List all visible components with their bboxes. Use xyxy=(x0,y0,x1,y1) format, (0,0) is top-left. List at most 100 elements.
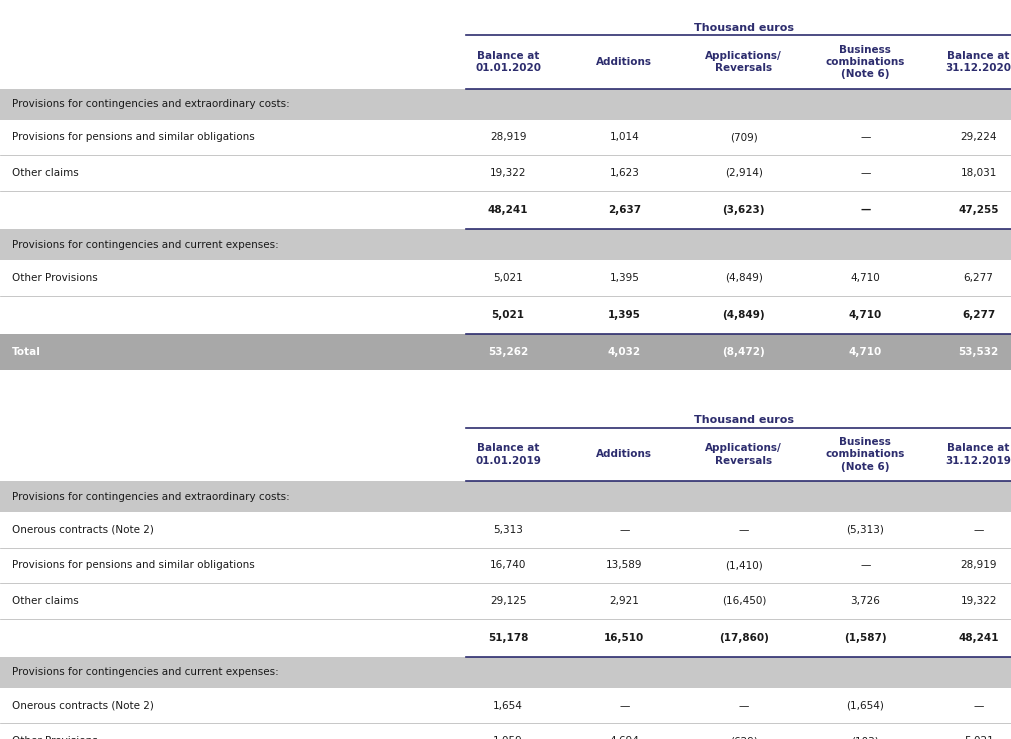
Text: 1,395: 1,395 xyxy=(608,310,640,320)
Text: Other Provisions: Other Provisions xyxy=(12,736,98,739)
Bar xyxy=(0,296,1011,334)
Text: 2,921: 2,921 xyxy=(609,596,639,606)
Text: Thousand euros: Thousand euros xyxy=(694,415,793,425)
Text: (3,623): (3,623) xyxy=(722,205,764,215)
Text: 4,032: 4,032 xyxy=(608,347,640,357)
Text: 4,710: 4,710 xyxy=(849,273,880,283)
Bar xyxy=(0,191,1011,229)
Text: —: — xyxy=(859,132,869,143)
Text: Provisions for pensions and similar obligations: Provisions for pensions and similar obli… xyxy=(12,560,255,571)
Text: —: — xyxy=(738,525,748,535)
Text: Provisions for contingencies and extraordinary costs:: Provisions for contingencies and extraor… xyxy=(12,491,289,502)
Bar xyxy=(0,583,1011,619)
Text: 48,241: 48,241 xyxy=(957,633,998,643)
Text: (1,410): (1,410) xyxy=(724,560,762,571)
Text: 6,277: 6,277 xyxy=(962,273,993,283)
Text: 16,740: 16,740 xyxy=(489,560,526,571)
Text: 29,125: 29,125 xyxy=(489,596,526,606)
Text: Other claims: Other claims xyxy=(12,168,79,178)
Text: (629): (629) xyxy=(729,736,757,739)
Text: 1,014: 1,014 xyxy=(609,132,639,143)
Text: Balance at
31.12.2020: Balance at 31.12.2020 xyxy=(944,51,1011,73)
Bar xyxy=(0,260,1011,296)
Text: Onerous contracts (Note 2): Onerous contracts (Note 2) xyxy=(12,701,154,711)
Text: —: — xyxy=(973,701,983,711)
Text: 3,726: 3,726 xyxy=(849,596,880,606)
Text: 53,262: 53,262 xyxy=(487,347,528,357)
Text: 4,710: 4,710 xyxy=(848,347,881,357)
Text: (16,450): (16,450) xyxy=(721,596,765,606)
Text: 28,919: 28,919 xyxy=(959,560,996,571)
Text: —: — xyxy=(619,701,629,711)
Text: —: — xyxy=(973,525,983,535)
Text: 51,178: 51,178 xyxy=(487,633,528,643)
Text: 1,654: 1,654 xyxy=(492,701,523,711)
Text: 47,255: 47,255 xyxy=(957,205,998,215)
Text: (103): (103) xyxy=(850,736,879,739)
Text: 5,021: 5,021 xyxy=(492,273,523,283)
Text: (1,587): (1,587) xyxy=(843,633,886,643)
Bar xyxy=(0,512,1011,548)
Text: 4,710: 4,710 xyxy=(848,310,881,320)
Bar xyxy=(0,229,1011,260)
Text: (5,313): (5,313) xyxy=(845,525,884,535)
Text: Provisions for pensions and similar obligations: Provisions for pensions and similar obli… xyxy=(12,132,255,143)
Text: 5,021: 5,021 xyxy=(491,310,524,320)
Text: Provisions for contingencies and current expenses:: Provisions for contingencies and current… xyxy=(12,239,279,250)
Bar xyxy=(0,481,1011,512)
Text: (8,472): (8,472) xyxy=(722,347,764,357)
Text: —: — xyxy=(619,525,629,535)
Text: —: — xyxy=(859,168,869,178)
Text: —: — xyxy=(738,701,748,711)
Text: Provisions for contingencies and extraordinary costs:: Provisions for contingencies and extraor… xyxy=(12,99,289,109)
Text: 19,322: 19,322 xyxy=(489,168,526,178)
Text: (1,654): (1,654) xyxy=(845,701,884,711)
Text: 1,623: 1,623 xyxy=(609,168,639,178)
Text: 1,395: 1,395 xyxy=(609,273,639,283)
Bar xyxy=(0,657,1011,688)
Text: Applications/
Reversals: Applications/ Reversals xyxy=(705,51,782,73)
Bar xyxy=(0,155,1011,191)
Text: Business
combinations
(Note 6): Business combinations (Note 6) xyxy=(825,437,904,472)
Text: (4,849): (4,849) xyxy=(724,273,762,283)
Text: 2,637: 2,637 xyxy=(608,205,640,215)
Text: Provisions for contingencies and current expenses:: Provisions for contingencies and current… xyxy=(12,667,279,678)
Text: Business
combinations
(Note 6): Business combinations (Note 6) xyxy=(825,44,904,80)
Text: 48,241: 48,241 xyxy=(487,205,528,215)
Text: 6,277: 6,277 xyxy=(961,310,994,320)
Text: Applications/
Reversals: Applications/ Reversals xyxy=(705,443,782,466)
Text: (4,849): (4,849) xyxy=(722,310,764,320)
Bar xyxy=(0,334,1011,370)
Text: 4,694: 4,694 xyxy=(609,736,639,739)
Text: 1,059: 1,059 xyxy=(492,736,523,739)
Bar xyxy=(0,120,1011,155)
Bar xyxy=(0,619,1011,657)
Text: 28,919: 28,919 xyxy=(489,132,526,143)
Text: 13,589: 13,589 xyxy=(606,560,642,571)
Text: (17,860): (17,860) xyxy=(718,633,768,643)
Text: 18,031: 18,031 xyxy=(959,168,996,178)
Text: 53,532: 53,532 xyxy=(957,347,998,357)
Text: Additions: Additions xyxy=(595,57,652,67)
Text: —: — xyxy=(859,205,869,215)
Text: Additions: Additions xyxy=(595,449,652,460)
Bar xyxy=(0,723,1011,739)
Text: Other Provisions: Other Provisions xyxy=(12,273,98,283)
Text: —: — xyxy=(859,560,869,571)
Text: (709): (709) xyxy=(729,132,757,143)
Text: 29,224: 29,224 xyxy=(959,132,996,143)
Text: Balance at
01.01.2020: Balance at 01.01.2020 xyxy=(474,51,541,73)
Text: Balance at
01.01.2019: Balance at 01.01.2019 xyxy=(474,443,541,466)
Bar xyxy=(0,89,1011,120)
Text: (2,914): (2,914) xyxy=(724,168,762,178)
Text: 16,510: 16,510 xyxy=(604,633,644,643)
Bar xyxy=(0,688,1011,723)
Text: Onerous contracts (Note 2): Onerous contracts (Note 2) xyxy=(12,525,154,535)
Text: 5,313: 5,313 xyxy=(492,525,523,535)
Text: Other claims: Other claims xyxy=(12,596,79,606)
Bar xyxy=(0,548,1011,583)
Text: 5,021: 5,021 xyxy=(962,736,993,739)
Text: Thousand euros: Thousand euros xyxy=(694,22,793,33)
Text: Balance at
31.12.2019: Balance at 31.12.2019 xyxy=(944,443,1011,466)
Text: 19,322: 19,322 xyxy=(959,596,996,606)
